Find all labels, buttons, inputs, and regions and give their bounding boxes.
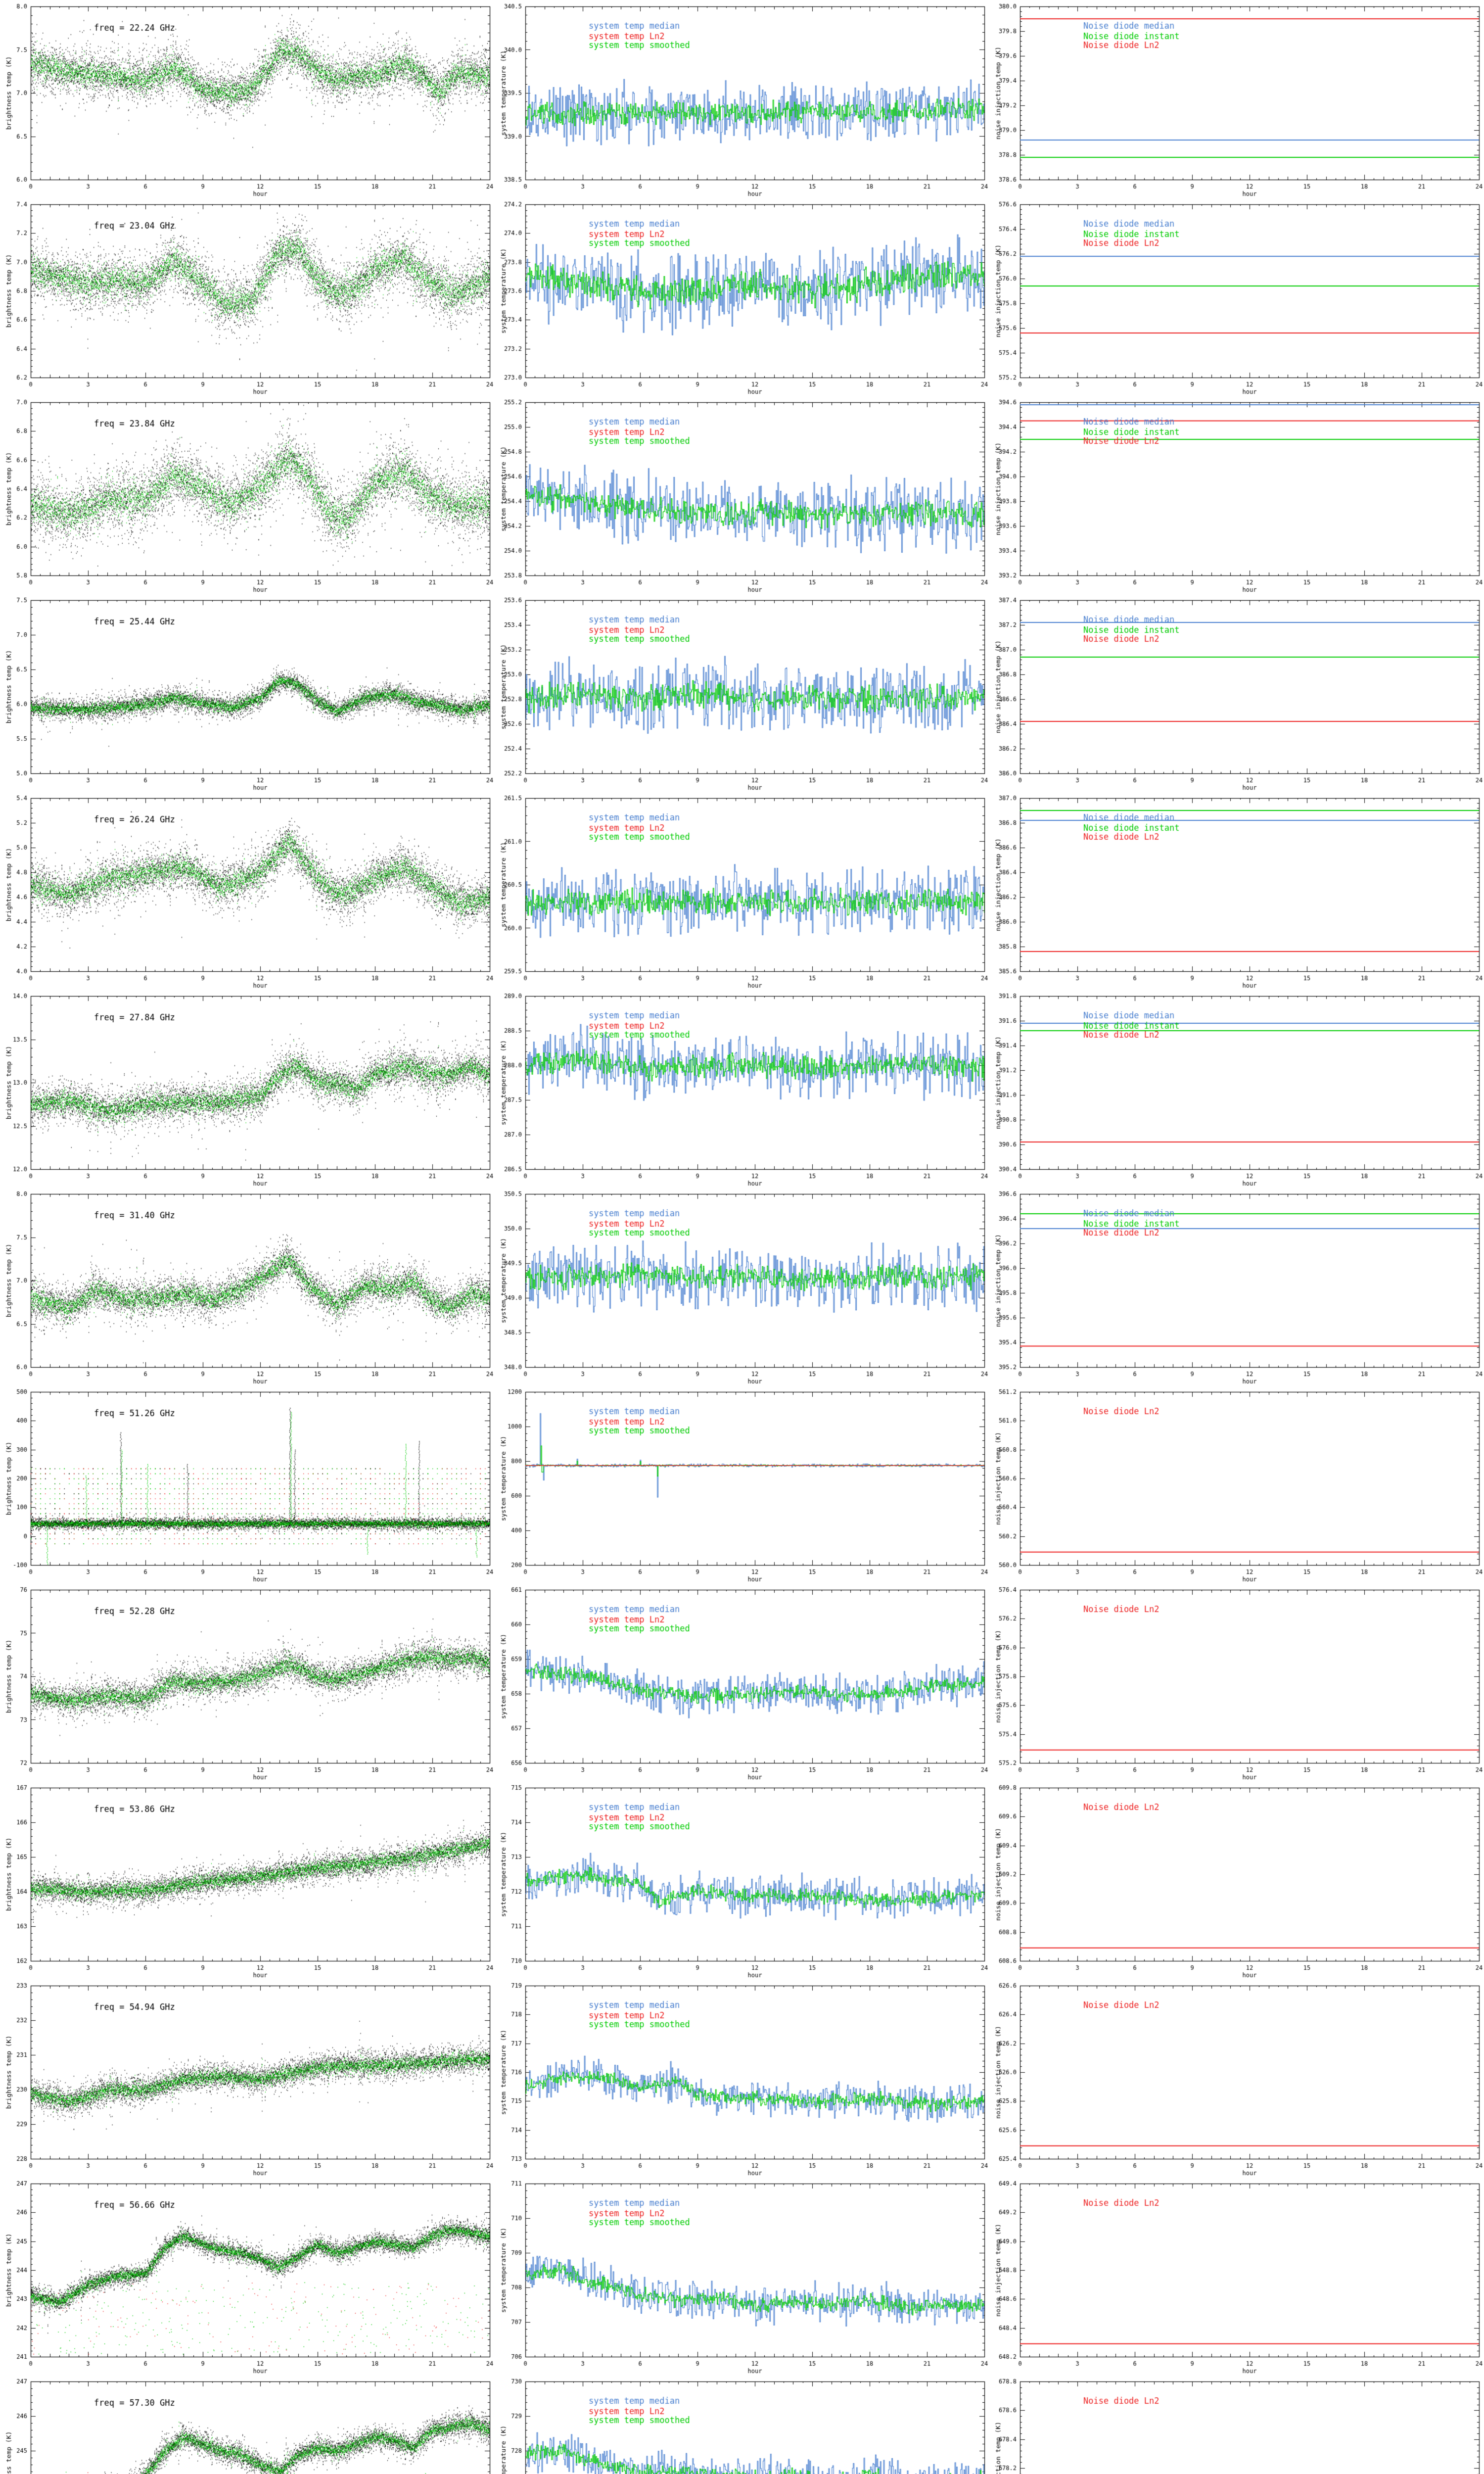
panel-row4-brightness (0, 594, 495, 792)
system-chart-canvas-row13 (495, 2375, 989, 2474)
noise-chart-canvas-row1 (989, 0, 1484, 198)
panel-row2-system (495, 198, 989, 396)
system-chart-canvas-row3 (495, 396, 989, 594)
brightness-chart-canvas-row13 (0, 2375, 495, 2474)
brightness-chart-canvas-row8 (0, 1385, 495, 1583)
panel-row9-brightness (0, 1583, 495, 1781)
panel-row10-noise (989, 1781, 1484, 1979)
brightness-chart-canvas-row4 (0, 594, 495, 792)
system-chart-canvas-row1 (495, 0, 989, 198)
panel-row1-system (495, 0, 989, 198)
panel-row8-system (495, 1385, 989, 1583)
panel-row12-brightness (0, 2177, 495, 2375)
panel-row3-system (495, 396, 989, 594)
brightness-chart-canvas-row10 (0, 1781, 495, 1979)
panel-row1-noise (989, 0, 1484, 198)
panel-row4-noise (989, 594, 1484, 792)
panel-row6-system (495, 990, 989, 1188)
panel-row13-brightness (0, 2375, 495, 2474)
panel-row4-system (495, 594, 989, 792)
panel-row11-noise (989, 1979, 1484, 2177)
noise-chart-canvas-row6 (989, 990, 1484, 1188)
noise-chart-canvas-row8 (989, 1385, 1484, 1583)
panel-row13-noise (989, 2375, 1484, 2474)
system-chart-canvas-row11 (495, 1979, 989, 2177)
system-chart-canvas-row5 (495, 792, 989, 990)
system-chart-canvas-row9 (495, 1583, 989, 1781)
brightness-chart-canvas-row7 (0, 1188, 495, 1385)
panel-row12-noise (989, 2177, 1484, 2375)
noise-chart-canvas-row12 (989, 2177, 1484, 2375)
noise-chart-canvas-row2 (989, 198, 1484, 396)
panel-row3-noise (989, 396, 1484, 594)
brightness-chart-canvas-row2 (0, 198, 495, 396)
panel-row9-system (495, 1583, 989, 1781)
panel-row5-brightness (0, 792, 495, 990)
panel-row5-noise (989, 792, 1484, 990)
brightness-chart-canvas-row5 (0, 792, 495, 990)
panel-row13-system (495, 2375, 989, 2474)
brightness-chart-canvas-row11 (0, 1979, 495, 2177)
panel-row1-brightness (0, 0, 495, 198)
panel-row9-noise (989, 1583, 1484, 1781)
brightness-chart-canvas-row9 (0, 1583, 495, 1781)
system-chart-canvas-row2 (495, 198, 989, 396)
panel-row8-noise (989, 1385, 1484, 1583)
panel-row10-brightness (0, 1781, 495, 1979)
panel-row7-noise (989, 1188, 1484, 1385)
panel-row3-brightness (0, 396, 495, 594)
panel-row5-system (495, 792, 989, 990)
panel-row11-brightness (0, 1979, 495, 2177)
system-chart-canvas-row12 (495, 2177, 989, 2375)
noise-chart-canvas-row10 (989, 1781, 1484, 1979)
noise-chart-canvas-row3 (989, 396, 1484, 594)
brightness-chart-canvas-row3 (0, 396, 495, 594)
panel-row6-noise (989, 990, 1484, 1188)
system-chart-canvas-row4 (495, 594, 989, 792)
noise-chart-canvas-row5 (989, 792, 1484, 990)
brightness-chart-canvas-row1 (0, 0, 495, 198)
panel-row11-system (495, 1979, 989, 2177)
noise-chart-canvas-row4 (989, 594, 1484, 792)
noise-chart-canvas-row13 (989, 2375, 1484, 2474)
system-chart-canvas-row8 (495, 1385, 989, 1583)
panel-row2-brightness (0, 198, 495, 396)
panel-row7-system (495, 1188, 989, 1385)
noise-chart-canvas-row11 (989, 1979, 1484, 2177)
panel-row2-noise (989, 198, 1484, 396)
brightness-chart-canvas-row6 (0, 990, 495, 1188)
system-chart-canvas-row7 (495, 1188, 989, 1385)
panel-row10-system (495, 1781, 989, 1979)
brightness-chart-canvas-row12 (0, 2177, 495, 2375)
panel-row8-brightness (0, 1385, 495, 1583)
system-chart-canvas-row6 (495, 990, 989, 1188)
panel-row12-system (495, 2177, 989, 2375)
noise-chart-canvas-row7 (989, 1188, 1484, 1385)
noise-chart-canvas-row9 (989, 1583, 1484, 1781)
panel-row7-brightness (0, 1188, 495, 1385)
panel-row6-brightness (0, 990, 495, 1188)
system-chart-canvas-row10 (495, 1781, 989, 1979)
